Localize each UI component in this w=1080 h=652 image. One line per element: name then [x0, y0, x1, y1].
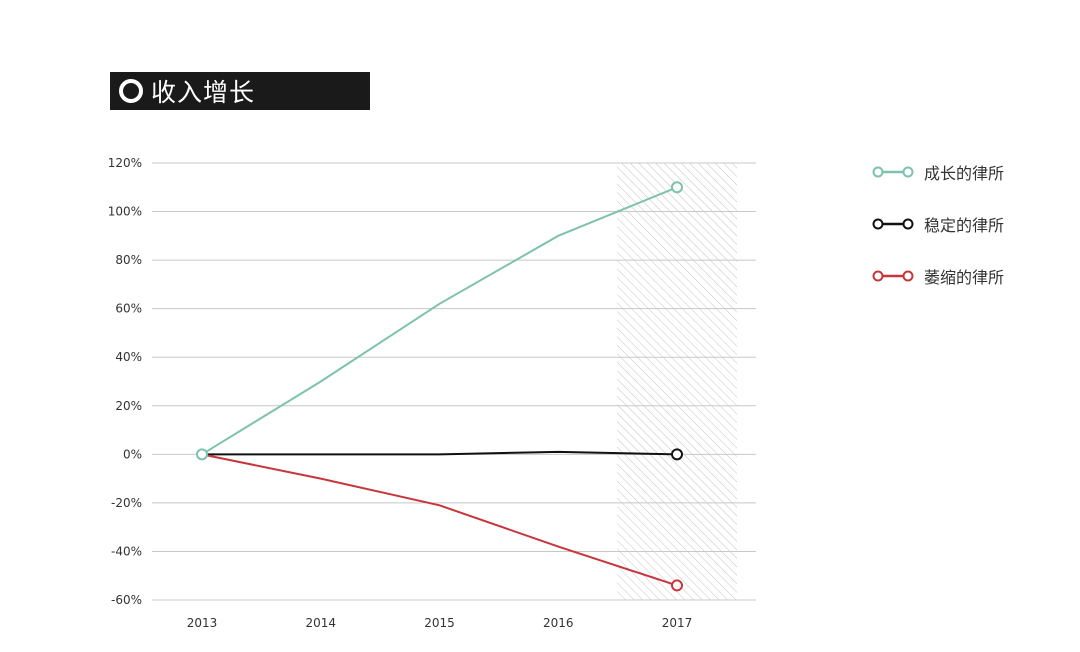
x-tick-label: 2016: [543, 616, 574, 630]
legend: 成长的律所 稳定的律所 萎缩的律所: [872, 160, 1004, 316]
series-line: [201, 186, 678, 456]
legend-swatch-growing: [872, 166, 914, 178]
x-tick-label: 2015: [424, 616, 455, 630]
y-tick-label: 100%: [108, 205, 142, 219]
y-tick-label: 40%: [115, 350, 142, 364]
legend-item-growing: 成长的律所: [872, 160, 1004, 184]
y-tick-label: 20%: [115, 399, 142, 413]
x-tick-label: 2014: [305, 616, 336, 630]
legend-marker: [902, 218, 914, 230]
series-line: [201, 453, 678, 587]
data-point: [671, 448, 683, 461]
highlight-band: [617, 163, 737, 600]
y-tick-label: -60%: [111, 593, 142, 607]
y-tick-label: 80%: [115, 253, 142, 267]
legend-label-growing: 成长的律所: [924, 164, 1005, 183]
title-bar: 收入增长: [110, 72, 370, 110]
y-tick-label: -40%: [111, 544, 142, 558]
legend-marker: [902, 166, 914, 178]
legend-marker: [872, 270, 884, 282]
legend-swatch-stable: [872, 218, 914, 230]
legend-item-shrinking: 萎缩的律所: [872, 264, 1004, 288]
legend-marker: [902, 270, 914, 282]
x-tick-label: 2017: [662, 616, 693, 630]
series-line: [202, 450, 678, 456]
ring-icon: [119, 79, 143, 103]
x-tick-label: 2013: [187, 616, 218, 630]
y-tick-label: -20%: [111, 496, 142, 510]
legend-item-stable: 稳定的律所: [872, 212, 1004, 236]
y-tick-label: 120%: [108, 156, 142, 170]
legend-marker: [872, 166, 884, 178]
legend-swatch-shrinking: [872, 270, 914, 282]
y-tick-label: 0%: [123, 447, 142, 461]
data-point: [196, 448, 208, 461]
y-tick-label: 60%: [115, 302, 142, 316]
chart-title: 收入增长: [151, 78, 256, 107]
data-point: [671, 181, 683, 194]
legend-label-stable: 稳定的律所: [924, 216, 1005, 235]
legend-marker: [872, 218, 884, 230]
legend-label-shrinking: 萎缩的律所: [924, 268, 1005, 287]
data-point: [671, 579, 683, 592]
